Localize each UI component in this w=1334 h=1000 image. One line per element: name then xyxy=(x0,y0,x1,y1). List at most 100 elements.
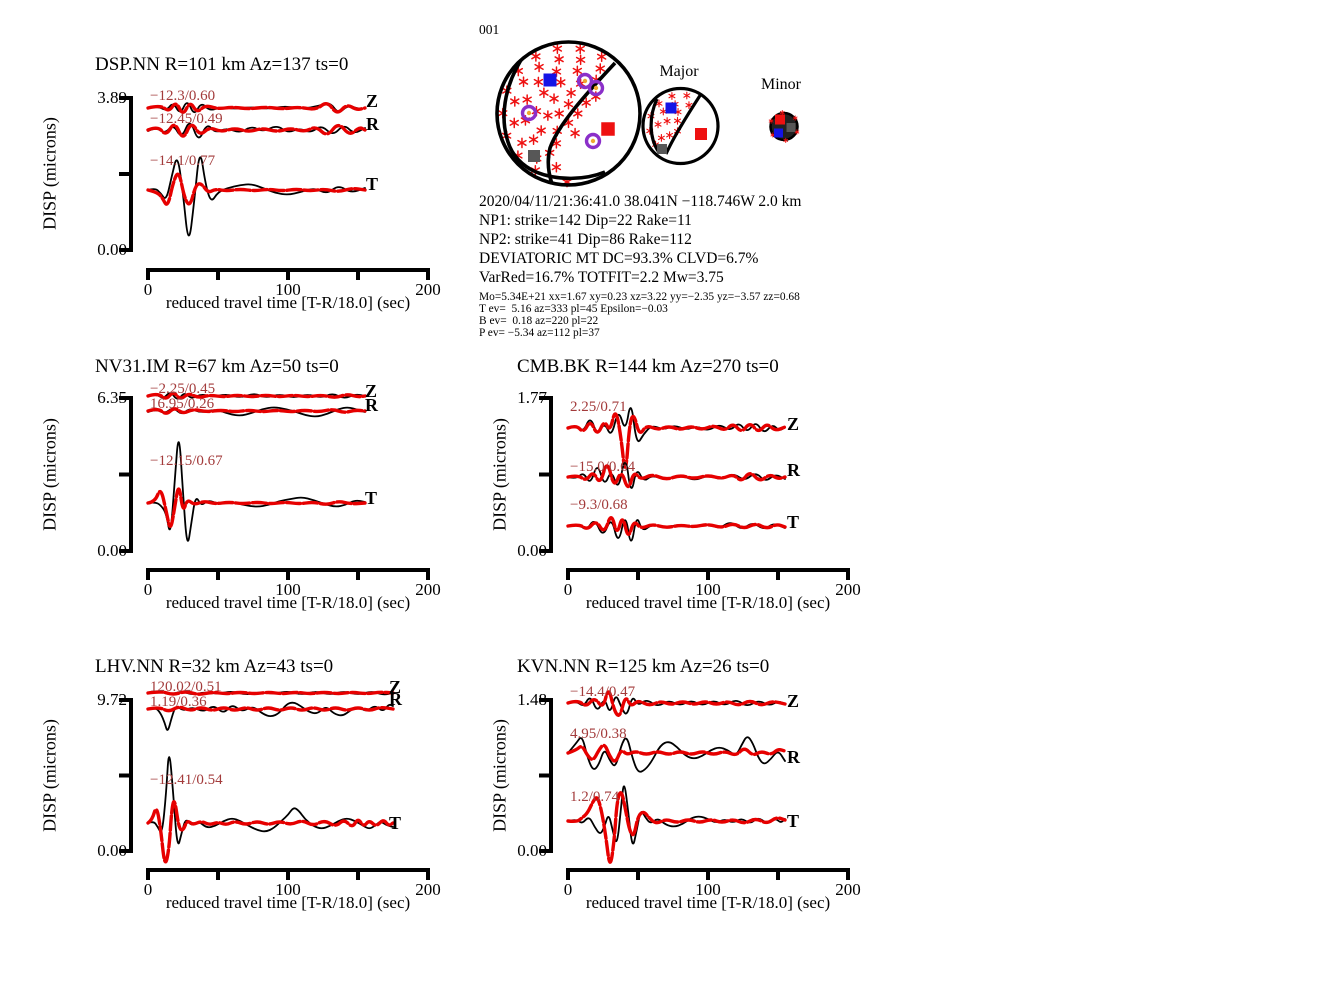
shift-fit-annotation-NV31.IM-Z: −2.25/0.45 xyxy=(150,381,216,397)
beachball-major-label: Major xyxy=(659,63,699,80)
station-marker xyxy=(584,132,602,150)
x-tick-label: 100 xyxy=(695,580,721,599)
nodal-plane-shallow xyxy=(502,59,606,181)
waveform-panel-NV31.IM xyxy=(119,391,430,580)
shift-fit-annotation-DSP.NN-R: −12.45/0.49 xyxy=(150,111,223,127)
y-max-label: 3.89 xyxy=(97,88,127,107)
x-tick-label: 100 xyxy=(275,880,301,899)
x-axis-title: reduced travel time [T-R/18.0] (sec) xyxy=(585,593,831,612)
beachball-minor xyxy=(768,109,800,144)
component-label-R: R xyxy=(365,395,378,415)
synthetic-trace-LHV.NN-T xyxy=(146,800,395,864)
observed-trace-CMB.BK-T xyxy=(567,519,786,542)
observed-trace-KVN.NN-R xyxy=(567,736,786,773)
beachball-minor-label: Minor xyxy=(761,76,801,93)
component-label-T: T xyxy=(787,512,800,532)
mt-detail-line: Mo=5.34E+21 xx=1.67 xy=0.23 xz=3.22 yy=−… xyxy=(479,291,800,303)
x-tick-label: 200 xyxy=(835,580,861,599)
x-tick-label: 0 xyxy=(143,580,153,599)
waveform-panel-LHV.NN xyxy=(119,690,430,880)
y-min-label: 0.00 xyxy=(97,240,127,259)
x-axis-title: reduced travel time [T-R/18.0] (sec) xyxy=(165,293,411,312)
x-tick-label: 0 xyxy=(143,880,153,899)
x-axis-title: reduced travel time [T-R/18.0] (sec) xyxy=(165,893,411,912)
component-label-R: R xyxy=(787,747,800,767)
panel-title-NV31.IM: NV31.IM R=67 km Az=50 ts=0 xyxy=(95,356,339,377)
shift-fit-annotation-KVN.NN-Z: −14.4/0.47 xyxy=(570,684,636,700)
synthetic-trace-DSP.NN-T xyxy=(146,172,367,206)
component-label-Z: Z xyxy=(366,91,379,111)
shift-fit-annotation-DSP.NN-T: −14.1/0.77 xyxy=(150,153,216,169)
synthetic-trace-DSP.NN-Z xyxy=(146,102,367,114)
component-label-Z: Z xyxy=(787,691,800,711)
shift-fit-annotation-NV31.IM-R: 16.95/0.26 xyxy=(150,396,215,412)
shift-fit-annotation-CMB.BK-R: −15.0/0.64 xyxy=(570,459,636,475)
panel-title-DSP.NN: DSP.NN R=101 km Az=137 ts=0 xyxy=(95,54,349,75)
x-tick-label: 200 xyxy=(415,580,441,599)
component-label-Z: Z xyxy=(365,381,378,401)
event-info-line: 2020/04/11/21:36:41.0 38.041N −118.746W … xyxy=(479,193,802,210)
synthetic-trace-CMB.BK-T xyxy=(566,516,787,536)
station-marker xyxy=(520,104,538,122)
x-tick-label: 100 xyxy=(695,880,721,899)
x-tick-label: 0 xyxy=(563,880,573,899)
waveform-panel-DSP.NN xyxy=(119,96,430,280)
panel-title-KVN.NN: KVN.NN R=125 km Az=26 ts=0 xyxy=(517,656,770,677)
y-axis-title: DISP (microns) xyxy=(489,718,510,832)
synthetic-trace-KVN.NN-T xyxy=(566,791,787,864)
y-max-label: 1.77 xyxy=(517,388,547,407)
waveform-panel-CMB.BK xyxy=(539,396,850,580)
y-max-label: 9.72 xyxy=(97,690,127,709)
mt-detail-line: B ev= 0.18 az=220 pl=22 xyxy=(479,315,599,327)
station-marker xyxy=(587,79,605,97)
component-label-R: R xyxy=(366,114,379,134)
synthetic-trace-CMB.BK-Z xyxy=(566,412,787,469)
shift-fit-annotation-LHV.NN-Z: 120.02/0.51 xyxy=(150,679,222,695)
y-min-label: 0.00 xyxy=(97,841,127,860)
observed-trace-LHV.NN-T xyxy=(147,756,394,845)
component-label-T: T xyxy=(365,488,378,508)
shift-fit-annotation-LHV.NN-R: 1.19/0.36 xyxy=(150,694,207,710)
synthetic-trace-DSP.NN-R xyxy=(146,123,367,138)
synthetic-trace-NV31.IM-Z xyxy=(146,391,367,400)
nodal-plane-steep xyxy=(546,61,617,185)
x-tick-label: 100 xyxy=(275,580,301,599)
shift-fit-annotation-LHV.NN-T: −12.41/0.54 xyxy=(150,772,223,788)
component-label-Z: Z xyxy=(389,677,402,697)
y-min-label: 0.00 xyxy=(517,541,547,560)
panel-title-LHV.NN: LHV.NN R=32 km Az=43 ts=0 xyxy=(95,656,334,677)
y-axis-title: DISP (microns) xyxy=(39,417,60,531)
y-min-label: 0.00 xyxy=(517,841,547,860)
component-label-Z: Z xyxy=(787,414,800,434)
x-tick-label: 200 xyxy=(835,880,861,899)
event-info-line: NP2: strike=41 Dip=86 Rake=112 xyxy=(479,231,692,248)
shift-fit-annotation-CMB.BK-T: −9.3/0.68 xyxy=(570,497,628,513)
event-info-line: NP1: strike=142 Dip=22 Rake=11 xyxy=(479,212,692,229)
mt-detail-line: T ev= 5.16 az=333 pl=45 Epsilon=−0.03 xyxy=(479,303,668,315)
panel-title-CMB.BK: CMB.BK R=144 km Az=270 ts=0 xyxy=(517,356,779,377)
waveform-panel-KVN.NN xyxy=(539,690,850,880)
x-tick-label: 200 xyxy=(415,280,441,299)
synthetic-trace-LHV.NN-R xyxy=(146,705,395,713)
component-label-R: R xyxy=(389,689,402,709)
component-label-R: R xyxy=(787,460,800,480)
y-min-label: 0.00 xyxy=(97,541,127,560)
shift-fit-annotation-NV31.IM-T: −12.15/0.67 xyxy=(150,453,223,469)
shift-fit-annotation-CMB.BK-Z: 2.25/0.71 xyxy=(570,399,627,415)
x-axis-title: reduced travel time [T-R/18.0] (sec) xyxy=(585,893,831,912)
y-max-label: 6.35 xyxy=(97,388,127,407)
component-label-T: T xyxy=(787,811,800,831)
synthetic-trace-NV31.IM-T xyxy=(146,487,367,529)
x-axis-title: reduced travel time [T-R/18.0] (sec) xyxy=(165,593,411,612)
synthetic-trace-CMB.BK-R xyxy=(566,464,787,489)
synthetic-trace-LHV.NN-Z xyxy=(146,690,395,696)
component-label-T: T xyxy=(389,813,402,833)
synthetic-trace-KVN.NN-Z xyxy=(566,690,787,717)
event-info-line: VarRed=16.7% TOTFIT=2.2 Mw=3.75 xyxy=(479,269,724,286)
figure-id: 001 xyxy=(479,22,500,37)
event-info-line: DEVIATORIC MT DC=93.3% CLVD=6.7% xyxy=(479,250,759,267)
synthetic-trace-NV31.IM-R xyxy=(146,407,367,415)
beachball-full-solution xyxy=(495,40,642,188)
